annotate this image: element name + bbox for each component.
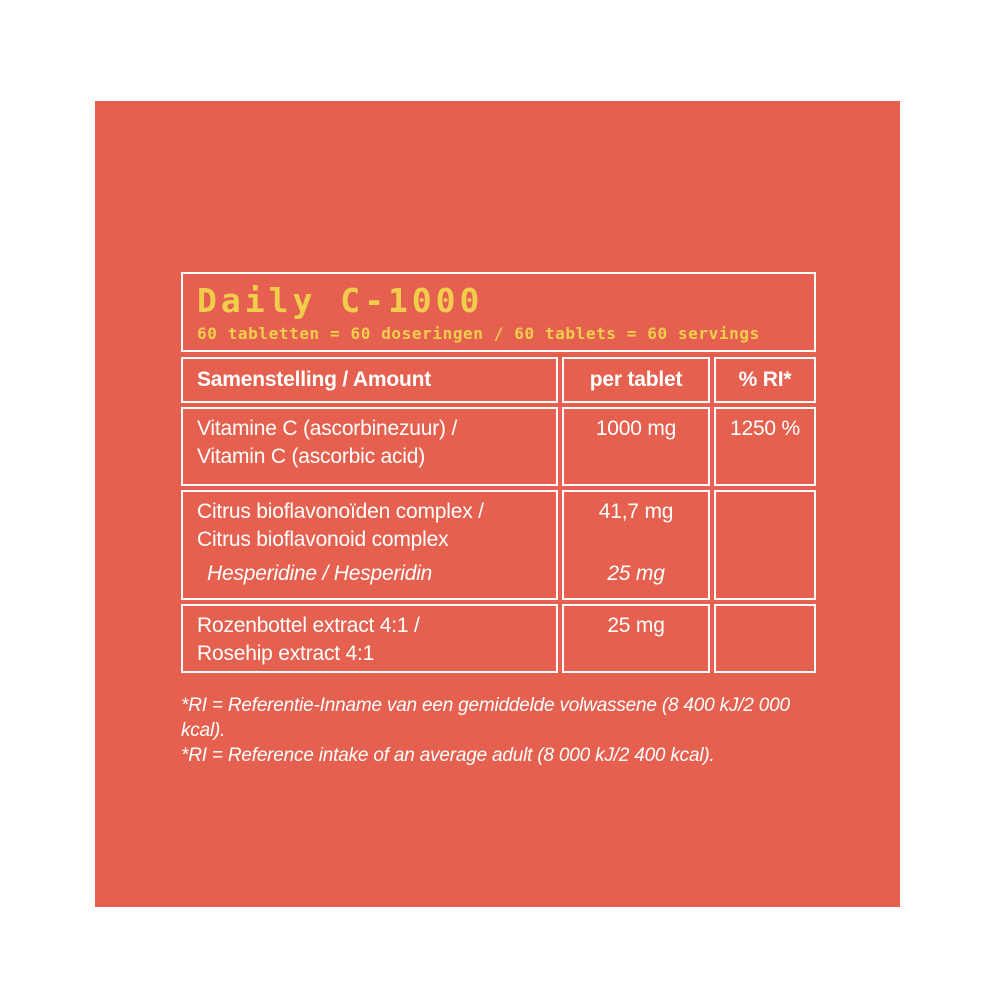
sub-ingredient-name: Hesperidine / Hesperidin — [207, 562, 433, 585]
table-row-rosehip-name: Rozenbottel extract 4:1 / Rosehip extrac… — [181, 604, 558, 673]
table-row-vitamin-c-ri: 1250 % — [714, 407, 816, 486]
column-header-ingredient: Samenstelling / Amount — [181, 357, 558, 403]
ingredient-name-line: Rozenbottel extract 4:1 / — [197, 614, 420, 637]
table-row-rosehip-amount: 25 mg — [562, 604, 710, 673]
product-title: Daily C-1000 — [197, 281, 484, 320]
ingredient-name-line: Vitamine C (ascorbinezuur) / — [197, 417, 458, 440]
table-row-rosehip-ri — [714, 604, 816, 673]
product-subtitle: 60 tabletten = 60 doseringen / 60 tablet… — [197, 324, 760, 343]
ingredients-table: Samenstelling / Amount per tablet % RI* … — [181, 357, 816, 673]
ingredient-name-line: Vitamin C (ascorbic acid) — [197, 445, 426, 468]
ingredient-amount: 41,7 mg — [598, 500, 674, 523]
column-header-ri: % RI* — [714, 357, 816, 403]
supplement-facts-label: Daily C-1000 60 tabletten = 60 doseringe… — [181, 272, 816, 768]
ingredient-name-line: Citrus bioflavonoid complex — [197, 528, 449, 551]
ingredient-name-block: Citrus bioflavonoïden complex / Citrus b… — [197, 498, 546, 560]
table-row-citrus-name: Citrus bioflavonoïden complex / Citrus b… — [181, 490, 558, 600]
product-title-box: Daily C-1000 60 tabletten = 60 doseringe… — [181, 272, 816, 352]
table-row-vitamin-c-name: Vitamine C (ascorbinezuur) / Vitamin C (… — [181, 407, 558, 486]
table-row-citrus-amount: 41,7 mg 25 mg — [562, 490, 710, 600]
column-header-per-tablet: per tablet — [562, 357, 710, 403]
footnote-english: *RI = Reference intake of an average adu… — [181, 745, 715, 766]
ingredient-name-line: Citrus bioflavonoïden complex / — [197, 500, 484, 523]
reference-intake-footnotes: *RI = Referentie-Inname van een gemiddel… — [181, 693, 816, 768]
coral-background-panel: Daily C-1000 60 tabletten = 60 doseringe… — [95, 101, 900, 907]
footnote-dutch: *RI = Referentie-Inname van een gemiddel… — [181, 695, 790, 741]
table-row-citrus-ri — [714, 490, 816, 600]
table-row-vitamin-c-amount: 1000 mg — [562, 407, 710, 486]
ingredient-name-line: Rosehip extract 4:1 — [197, 642, 375, 665]
sub-ingredient-amount: 25 mg — [607, 562, 665, 585]
